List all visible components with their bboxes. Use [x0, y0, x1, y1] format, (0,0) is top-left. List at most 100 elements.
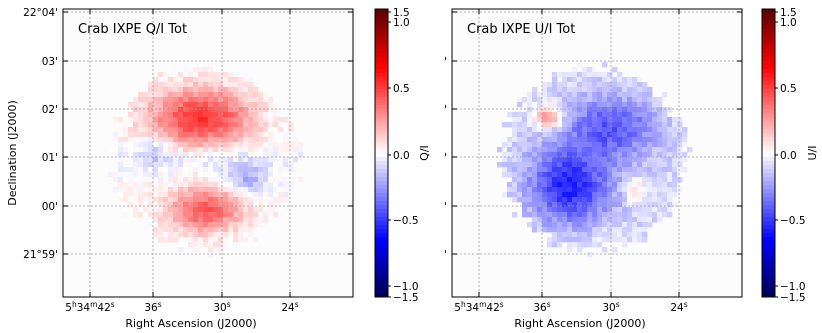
map-pixel	[602, 167, 608, 173]
map-pixel	[168, 82, 174, 88]
map-pixel	[662, 177, 668, 183]
map-pixel	[532, 147, 538, 153]
map-pixel	[622, 142, 628, 148]
map-pixel	[148, 152, 154, 158]
map-pixel	[248, 112, 254, 118]
map-pixel	[148, 102, 154, 108]
map-pixel	[627, 212, 633, 218]
map-pixel	[263, 177, 269, 183]
map-pixel	[542, 92, 548, 98]
map-pixel	[143, 152, 149, 158]
map-pixel	[158, 202, 164, 208]
map-pixel	[562, 157, 568, 163]
map-pixel	[268, 207, 274, 213]
map-pixel	[527, 122, 533, 128]
map-pixel	[637, 202, 643, 208]
map-pixel	[268, 192, 274, 198]
map-pixel	[143, 157, 149, 163]
map-pixel	[657, 122, 663, 128]
map-pixel	[557, 147, 563, 153]
map-pixel	[258, 167, 264, 173]
map-pixel	[133, 112, 139, 118]
map-pixel	[572, 102, 578, 108]
map-pixel	[597, 237, 603, 243]
map-pixel	[567, 122, 573, 128]
map-pixel	[647, 187, 653, 193]
map-pixel	[238, 212, 244, 218]
map-pixel	[512, 212, 518, 218]
map-pixel	[128, 112, 134, 118]
map-pixel	[592, 242, 598, 248]
map-pixel	[243, 212, 249, 218]
map-pixel	[253, 167, 259, 173]
map-pixel	[552, 202, 558, 208]
map-pixel	[208, 182, 214, 188]
map-pixel	[158, 102, 164, 108]
y-tick-label: 22°04'	[23, 7, 58, 19]
map-pixel	[582, 117, 588, 123]
map-pixel	[682, 132, 688, 138]
map-pixel	[607, 227, 613, 233]
colorbar-segment	[375, 205, 388, 210]
map-pixel	[672, 187, 678, 193]
map-pixel	[612, 132, 618, 138]
map-pixel	[248, 107, 254, 113]
map-pixel	[522, 207, 528, 213]
map-pixel	[193, 182, 199, 188]
map-pixel	[213, 147, 219, 153]
map-pixel	[153, 112, 159, 118]
map-pixel	[662, 182, 668, 188]
map-pixel	[288, 142, 294, 148]
map-pixel	[597, 92, 603, 98]
map-pixel	[587, 72, 593, 78]
map-pixel	[213, 237, 219, 243]
map-pixel	[168, 232, 174, 238]
map-pixel	[622, 107, 628, 113]
map-pixel	[537, 202, 543, 208]
map-pixel	[517, 192, 523, 198]
map-pixel	[522, 192, 528, 198]
map-pixel	[622, 137, 628, 143]
map-pixel	[562, 202, 568, 208]
map-pixel	[592, 227, 598, 233]
map-pixel	[667, 127, 673, 133]
map-pixel	[637, 177, 643, 183]
map-pixel	[602, 222, 608, 228]
map-pixel	[158, 167, 164, 173]
map-pixel	[148, 177, 154, 183]
map-pixel	[612, 152, 618, 158]
map-pixel	[198, 82, 204, 88]
map-pixel	[198, 87, 204, 93]
map-pixel	[223, 187, 229, 193]
map-pixel	[667, 122, 673, 128]
map-pixel	[607, 162, 613, 168]
map-pixel	[168, 167, 174, 173]
map-pixel	[233, 112, 239, 118]
map-pixel	[682, 152, 688, 158]
map-pixel	[577, 92, 583, 98]
map-pixel	[637, 97, 643, 103]
map-pixel	[153, 137, 159, 143]
map-pixel	[592, 162, 598, 168]
map-pixel	[128, 122, 134, 128]
map-pixel	[248, 232, 254, 238]
map-pixel	[577, 162, 583, 168]
colorbar-segment	[375, 125, 388, 130]
map-pixel	[253, 127, 259, 133]
map-pixel	[198, 97, 204, 103]
map-pixel	[547, 212, 553, 218]
map-pixel	[517, 102, 523, 108]
map-pixel	[537, 222, 543, 228]
map-pixel	[622, 202, 628, 208]
map-pixel	[193, 187, 199, 193]
map-pixel	[642, 192, 648, 198]
map-pixel	[273, 172, 279, 178]
map-pixel	[632, 77, 638, 83]
y-tick-label: '	[444, 104, 447, 116]
map-pixel	[293, 172, 299, 178]
map-pixel	[268, 222, 274, 228]
map-pixel	[547, 202, 553, 208]
map-pixel	[637, 227, 643, 233]
map-pixel	[512, 182, 518, 188]
map-pixel	[218, 197, 224, 203]
